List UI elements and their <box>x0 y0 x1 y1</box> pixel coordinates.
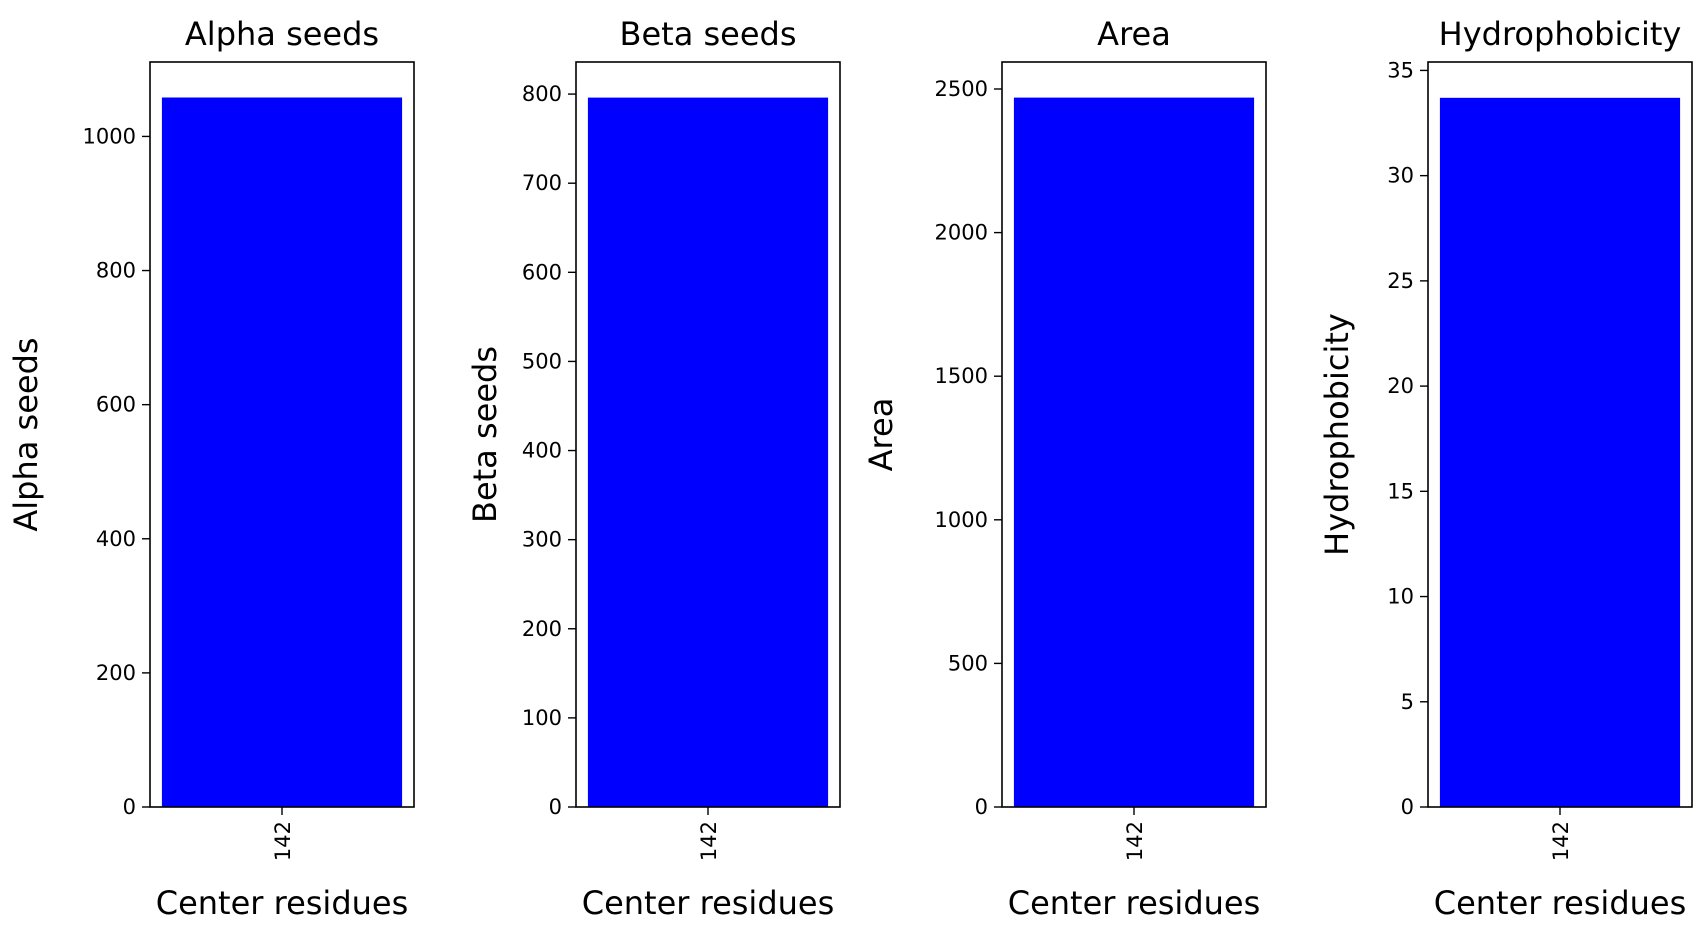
y-tick-label: 10 <box>1387 585 1414 609</box>
chart-title: Beta seeds <box>620 15 797 53</box>
y-tick-label: 200 <box>522 617 562 641</box>
x-tick-label: 142 <box>1123 821 1147 861</box>
y-tick-label: 1000 <box>83 124 136 148</box>
y-axis-label: Hydrophobicity <box>1318 313 1356 556</box>
x-tick-label: 142 <box>271 821 295 861</box>
y-tick-label: 600 <box>522 260 562 284</box>
subplot-1: 0 200 400 600 800 1000 142 Alpha seeds Center re… <box>7 15 415 922</box>
y-tick-label: 30 <box>1387 164 1414 188</box>
y-axis-label: Alpha seeds <box>7 337 45 531</box>
subplot-2: 0 100 200 300 400 500 600 700 800 142 Beta seeds Ce… <box>466 15 841 922</box>
x-tick-label: 142 <box>1549 821 1573 861</box>
y-tick-label: 20 <box>1387 374 1414 398</box>
y-tick-label: 500 <box>522 349 562 373</box>
x-axis-label: Center residues <box>1434 884 1687 922</box>
y-axis-label: Area <box>862 398 900 472</box>
y-tick-label: 1000 <box>935 508 988 532</box>
x-axis-label: Center residues <box>582 884 835 922</box>
y-tick-label: 600 <box>96 393 136 417</box>
bar-142 <box>1439 97 1681 808</box>
y-tick-label: 0 <box>123 795 136 819</box>
chart-title: Hydrophobicity <box>1439 15 1682 53</box>
bar-142 <box>1013 97 1255 808</box>
y-tick-label: 35 <box>1387 58 1414 82</box>
y-tick-label: 300 <box>522 528 562 552</box>
y-tick-label: 700 <box>522 171 562 195</box>
chart-title: Alpha seeds <box>185 15 379 53</box>
y-axis-label: Beta seeds <box>466 346 504 523</box>
x-axis-label: Center residues <box>1008 884 1261 922</box>
subplot-4: 0 5 10 15 20 25 30 35 142 Hydrophobicity Center re… <box>1318 15 1693 922</box>
y-tick-label: 500 <box>948 651 988 675</box>
y-tick-label: 0 <box>1401 795 1414 819</box>
y-tick-label: 100 <box>522 706 562 730</box>
bar-142 <box>161 97 403 807</box>
y-tick-label: 800 <box>522 82 562 106</box>
y-tick-label: 2500 <box>935 77 988 101</box>
x-tick-label: 142 <box>697 821 721 861</box>
y-tick-label: 0 <box>975 795 988 819</box>
y-tick-label: 5 <box>1401 690 1414 714</box>
y-tick-label: 1500 <box>935 364 988 388</box>
x-axis-label: Center residues <box>156 884 409 922</box>
y-tick-label: 400 <box>96 527 136 551</box>
y-tick-label: 2000 <box>935 221 988 245</box>
subplot-3: 0 500 1000 1500 2000 2500 142 Area Center residu… <box>862 15 1267 922</box>
y-tick-label: 15 <box>1387 479 1414 503</box>
y-tick-label: 0 <box>549 795 562 819</box>
y-tick-label: 200 <box>96 661 136 685</box>
y-tick-label: 25 <box>1387 269 1414 293</box>
chart-title: Area <box>1097 15 1171 53</box>
bar-142 <box>587 97 829 808</box>
y-tick-label: 400 <box>522 439 562 463</box>
y-tick-label: 800 <box>96 259 136 283</box>
